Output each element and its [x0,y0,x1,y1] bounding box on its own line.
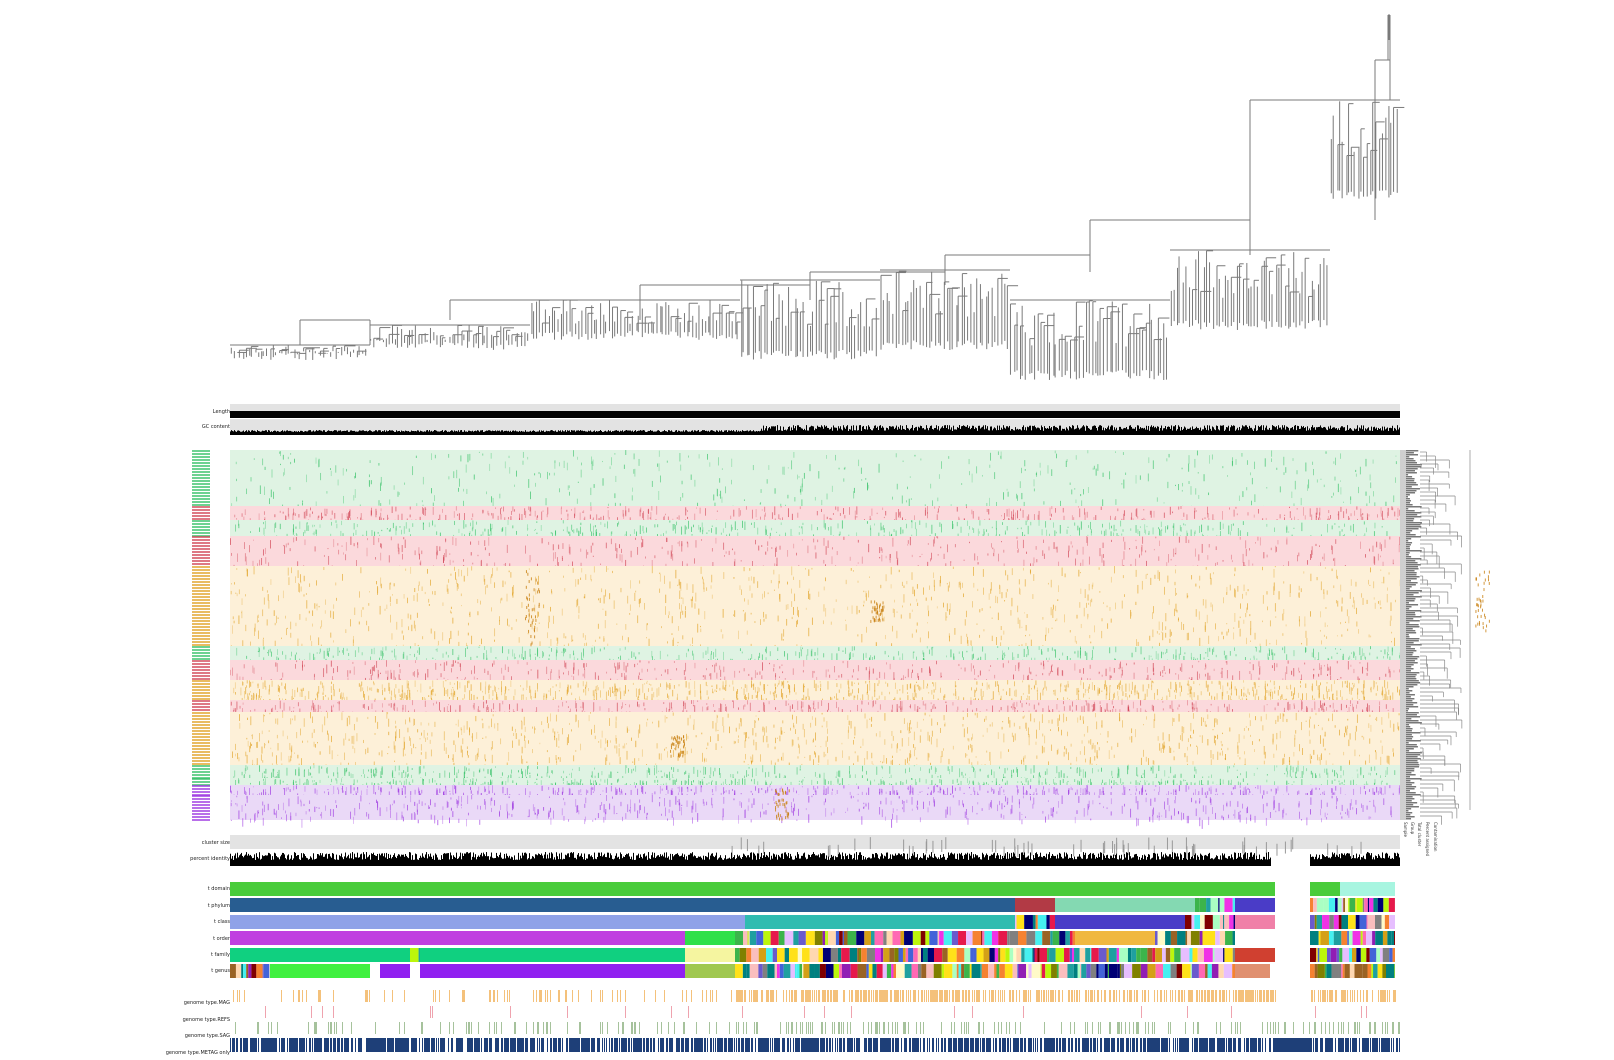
side-label-contam: Contamination [1433,822,1438,852]
tax-label-class: t class [214,919,230,925]
presence-heatmap [230,450,1490,829]
side-label-percent: Percent assigned [1425,822,1430,857]
heatmap-row-labels [192,450,210,821]
taxonomy-tracks [230,882,1395,978]
genome-type-sag-label: genome type.SAG [184,1033,230,1039]
row-annotation-bars [1400,450,1422,820]
genome-type-tracks [230,990,1400,1052]
genome-type-mag-label: genome type.MAG [183,1000,230,1006]
row-dendrogram [1420,450,1471,825]
tax-label-phylum: t phylum [207,903,230,909]
tax-label-family: t family [211,952,230,958]
cluster-size-label: cluster size [201,840,230,846]
tax-label-order: t order [213,936,230,942]
percent-identity-bars [230,852,1400,866]
length-label: Length [212,409,230,415]
genome-type-refs-label: genome type.REFS [182,1017,230,1023]
genome-type-metag-label: genome type.METAG only [165,1050,230,1056]
tax-label-domain: t domain [207,886,230,892]
tax-label-genus: t genus [211,968,230,974]
side-label-total: Total cluster [1417,822,1422,847]
gc-content-label: GC content [201,424,230,430]
gc-content-bars [230,425,1400,435]
cluster-size-bars [731,837,1362,859]
side-label-group: Group [1410,822,1415,835]
percent-identity-label: percent identity [190,856,230,862]
phylogenetic-tree [230,14,1405,380]
cluster-size-track [230,835,1400,849]
side-label-sample: Sample [1403,822,1408,837]
length-bar [230,411,1400,418]
